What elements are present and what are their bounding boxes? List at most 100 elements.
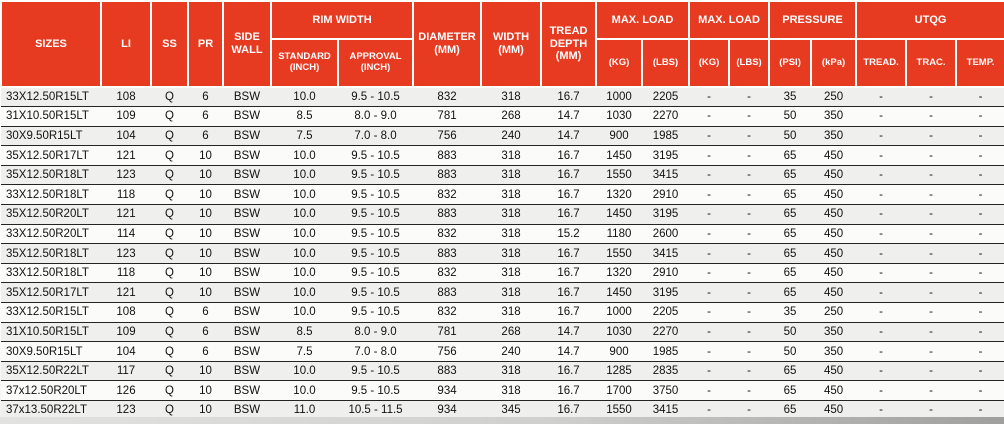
table-cell: 781 xyxy=(413,106,482,127)
table-cell: - xyxy=(729,322,770,343)
table-cell: 318 xyxy=(481,224,542,245)
table-cell: 10 xyxy=(188,184,223,206)
table-cell: - xyxy=(689,243,730,264)
table-cell: - xyxy=(856,282,907,304)
table-cell: - xyxy=(729,106,770,127)
table-cell: 14.7 xyxy=(541,126,597,147)
table-cell: 65 xyxy=(769,184,812,206)
table-cell: - xyxy=(856,145,907,166)
table-cell: 15.2 xyxy=(541,224,597,245)
table-cell: - xyxy=(906,361,957,382)
table-cell: - xyxy=(856,106,907,127)
table-cell: - xyxy=(856,341,907,362)
size-cell: 37x12.50R20LT xyxy=(1,380,101,401)
table-row: 35X12.50R17LT 121 Q 10 BSW 10.0 9.5 - 10.5 883 3… xyxy=(1,145,1004,166)
table-cell: 3195 xyxy=(642,145,690,166)
table-cell: 2270 xyxy=(642,322,690,343)
table-cell: - xyxy=(729,184,770,206)
table-cell: BSW xyxy=(223,224,271,245)
table-cell: 65 xyxy=(769,145,812,166)
table-cell: 10 xyxy=(188,224,223,245)
table-cell: 1180 xyxy=(596,224,643,245)
table-cell: 9.5 - 10.5 xyxy=(338,224,414,245)
table-cell: - xyxy=(906,126,957,147)
table-cell: 123 xyxy=(101,243,151,264)
table-cell: 108 xyxy=(101,302,151,323)
table-cell: - xyxy=(729,361,770,382)
table-cell: 35 xyxy=(769,87,812,108)
table-cell: 781 xyxy=(413,322,482,343)
col-header-rim-width: RIM WIDTH xyxy=(269,0,415,40)
table-cell: 3195 xyxy=(642,282,690,304)
table-cell: 2270 xyxy=(642,106,690,127)
table-cell: Q xyxy=(151,380,188,401)
table-cell: 9.5 - 10.5 xyxy=(338,87,414,108)
table-cell: 109 xyxy=(101,322,151,343)
table-row: 35X12.50R22LT 117 Q 10 BSW 10.0 9.5 - 10.5 883 3… xyxy=(1,361,1004,382)
table-cell: - xyxy=(689,302,730,323)
table-cell: - xyxy=(906,224,957,245)
table-cell: - xyxy=(956,282,1004,304)
size-cell: 33X12.50R15LT xyxy=(1,87,101,108)
table-cell: - xyxy=(856,224,907,245)
table-cell: BSW xyxy=(223,126,271,147)
table-cell: 9.5 - 10.5 xyxy=(338,302,414,323)
table-cell: 14.7 xyxy=(541,322,597,343)
table-cell: 900 xyxy=(596,126,643,147)
table-cell: - xyxy=(956,302,1004,323)
table-cell: 1450 xyxy=(596,204,643,225)
page-bottom-edge xyxy=(0,417,1004,424)
table-cell: - xyxy=(856,361,907,382)
header-group-row: SIZES LI SS PR SIDE WALL RIM WIDTH DIAME… xyxy=(0,0,1004,88)
col-header-utqg-trac: TRAC. xyxy=(905,38,958,88)
table-row: 35X12.50R20LT 121 Q 10 BSW 10.0 9.5 - 10.5 883 3… xyxy=(1,204,1004,225)
table-cell: 8.0 - 9.0 xyxy=(338,322,414,343)
table-cell: BSW xyxy=(223,184,271,206)
table-row: 33X12.50R18LT 118 Q 10 BSW 10.0 9.5 - 10.5 832 3… xyxy=(1,184,1004,206)
table-cell: - xyxy=(956,204,1004,225)
table-row: 30X9.50R15LT 104 Q 6 BSW 7.5 7.0 - 8.0 756 240 14… xyxy=(1,341,1004,362)
col-header-utqg: UTQG xyxy=(855,0,1004,40)
table-cell: - xyxy=(689,322,730,343)
table-cell: 7.5 xyxy=(271,126,338,147)
table-cell: Q xyxy=(151,126,188,147)
col-header-kg-2: (KG) xyxy=(688,38,731,88)
table-cell: - xyxy=(689,341,730,362)
col-header-standard-inch: STANDARD (INCH) xyxy=(270,38,339,88)
table-cell: 350 xyxy=(811,106,857,127)
table-cell: 6 xyxy=(188,106,223,127)
table-cell: 65 xyxy=(769,263,812,284)
table-cell: 7.0 - 8.0 xyxy=(338,126,414,147)
table-cell: 10.0 xyxy=(271,302,338,323)
col-header-pr: PR xyxy=(187,0,224,88)
table-cell: BSW xyxy=(223,263,271,284)
table-cell: - xyxy=(906,184,957,206)
table-cell: 756 xyxy=(413,341,482,362)
table-cell: 9.5 - 10.5 xyxy=(338,184,414,206)
table-cell: - xyxy=(729,126,770,147)
table-row: 31X10.50R15LT 109 Q 6 BSW 8.5 8.0 - 9.0 781 268 1… xyxy=(1,322,1004,343)
table-cell: BSW xyxy=(223,361,271,382)
table-cell: 65 xyxy=(769,243,812,264)
table-cell: 35 xyxy=(769,302,812,323)
table-cell: 104 xyxy=(101,341,151,362)
table-cell: 1450 xyxy=(596,282,643,304)
table-cell: 318 xyxy=(481,165,542,186)
table-cell: BSW xyxy=(223,341,271,362)
col-header-max-load-2: MAX. LOAD xyxy=(688,0,771,40)
table-cell: 250 xyxy=(811,87,857,108)
table-cell: 450 xyxy=(811,361,857,382)
table-cell: 756 xyxy=(413,126,482,147)
table-cell: 6 xyxy=(188,302,223,323)
table-cell: 318 xyxy=(481,243,542,264)
table-cell: 114 xyxy=(101,224,151,245)
table-cell: - xyxy=(689,263,730,284)
table-cell: 123 xyxy=(101,165,151,186)
col-header-diameter: DIAMETER (MM) xyxy=(412,0,483,88)
table-cell: 9.5 - 10.5 xyxy=(338,380,414,401)
table-cell: 109 xyxy=(101,106,151,127)
table-cell: 240 xyxy=(481,126,542,147)
table-cell: 1550 xyxy=(596,243,643,264)
table-cell: - xyxy=(729,145,770,166)
